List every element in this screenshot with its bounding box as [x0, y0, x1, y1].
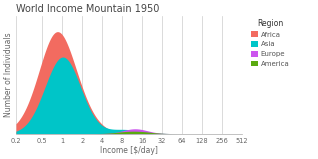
- Text: World Income Mountain 1950: World Income Mountain 1950: [16, 4, 159, 14]
- Legend: Africa, Asia, Europe, America: Africa, Asia, Europe, America: [250, 17, 291, 68]
- Y-axis label: Number of Individuals: Number of Individuals: [4, 33, 13, 117]
- X-axis label: Income [$/day]: Income [$/day]: [100, 146, 158, 155]
